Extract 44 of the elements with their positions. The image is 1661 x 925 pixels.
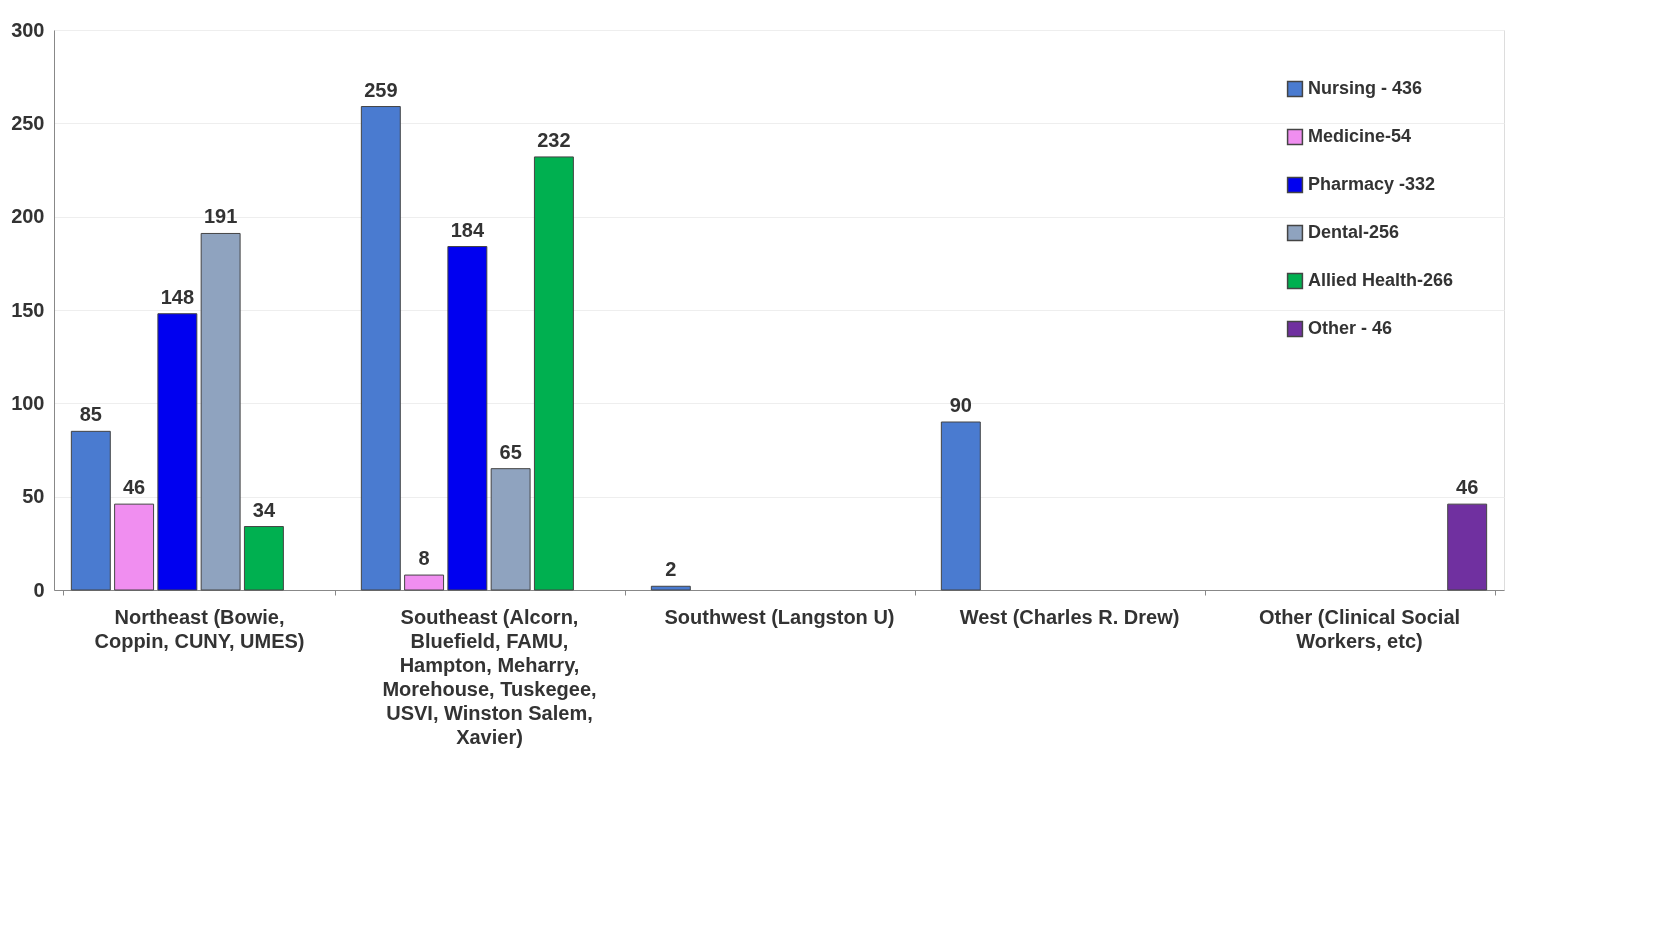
x-tick-label: West (Charles R. Drew): [959, 605, 1180, 628]
bar: [200, 232, 241, 591]
bar: [490, 468, 531, 591]
y-tick-label: 100: [11, 391, 45, 414]
data-label: 259: [364, 78, 398, 101]
data-label: 184: [450, 218, 485, 241]
y-tick-label: 0: [33, 578, 45, 601]
bar: [243, 526, 284, 591]
legend-label: Medicine-54: [1308, 126, 1412, 146]
data-label: 46: [122, 476, 146, 499]
data-label: 232: [537, 128, 571, 151]
bar: [157, 313, 198, 591]
x-tick-label: Southwest (Langston U): [664, 605, 895, 628]
data-label: 85: [79, 403, 102, 426]
y-tick-label: 200: [11, 205, 45, 228]
x-tick-label: Northeast (Bowie, Coppin, CUNY, UMES): [94, 605, 305, 652]
data-label: 90: [949, 394, 972, 416]
bar: [114, 503, 155, 591]
legend-label: Nursing - 436: [1308, 78, 1423, 98]
legend-label: Dental-256: [1308, 222, 1400, 242]
bar: [70, 430, 111, 591]
bar: [360, 106, 401, 591]
legend-label: Other - 46: [1308, 318, 1393, 338]
bar: [650, 585, 691, 591]
data-label: 65: [499, 440, 522, 463]
bar: [447, 246, 488, 591]
x-tick-label: Other (Clinical Social Workers, etc): [1258, 605, 1461, 652]
y-tick-label: 150: [11, 298, 45, 321]
data-label: 191: [203, 205, 238, 228]
bar: [533, 156, 574, 591]
data-label: 46: [1456, 476, 1479, 499]
y-tick-label: 250: [11, 111, 45, 134]
bar: [1447, 503, 1488, 591]
x-tick-label: Southeast (Alcorn, Bluefield, FAMU, Hampton, Meharry, Morehouse, Tuskegee, USVI, Winston Salem, Xavier): [382, 605, 597, 748]
legend-label: Pharmacy -332: [1308, 174, 1436, 194]
legend-label: Allied Health-266: [1308, 270, 1454, 290]
data-label: 2: [665, 558, 677, 581]
data-label: 148: [160, 285, 195, 308]
y-tick-label: 300: [11, 18, 45, 41]
bar: [404, 574, 445, 591]
data-label: 8: [418, 547, 430, 570]
data-label: 34: [252, 498, 276, 521]
y-tick-label: 50: [22, 485, 45, 508]
bar: [940, 421, 981, 591]
